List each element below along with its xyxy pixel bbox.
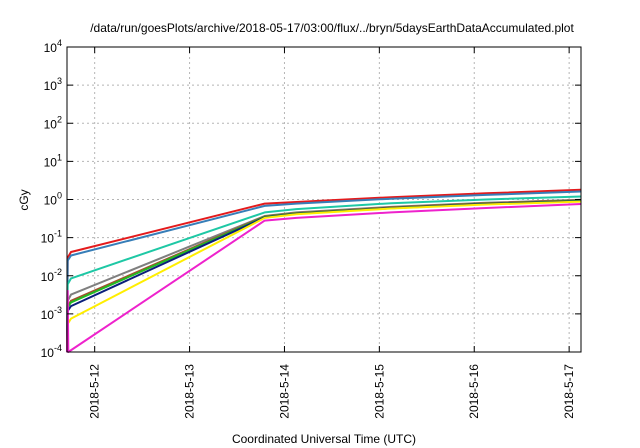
series-line-3 [66, 195, 582, 353]
series-line-9 [66, 203, 582, 353]
x-tick-label: 2018-5-17 [562, 364, 576, 419]
chart-title: /data/run/goesPlots/archive/2018-05-17/0… [90, 21, 574, 35]
y-tick-label: 104 [44, 38, 62, 55]
axis-ticks [67, 46, 581, 353]
y-tick-label: 101 [44, 152, 62, 169]
grid-lines [67, 47, 581, 352]
y-tick-label: 10-1 [41, 229, 62, 246]
x-tick-label: 2018-5-13 [183, 364, 197, 419]
y-tick-label: 10-4 [41, 343, 62, 360]
y-tick-labels: 10-4 10-3 10-2 10-1 100 101 102 103 104 [41, 38, 62, 360]
series-line-7 [66, 200, 582, 353]
x-axis-label: Coordinated Universal Time (UTC) [232, 432, 416, 446]
x-tick-labels: 2018-5-12 2018-5-13 2018-5-14 2018-5-15 2018… [88, 364, 576, 419]
x-tick-label: 2018-5-16 [467, 364, 481, 419]
y-axis-label: cGy [17, 189, 31, 210]
series-line-1 [66, 188, 582, 353]
series-line-8 [66, 200, 582, 353]
series-lines [66, 188, 582, 353]
y-tick-label: 102 [44, 114, 62, 131]
series-line-6 [66, 199, 582, 353]
series-line-2 [66, 190, 582, 353]
y-tick-label: 103 [44, 76, 62, 93]
y-tick-label: 10-2 [41, 267, 62, 284]
x-tick-label: 2018-5-14 [277, 364, 291, 419]
y-tick-label: 10-3 [41, 305, 62, 322]
x-tick-label: 2018-5-12 [88, 364, 102, 419]
y-tick-label: 100 [44, 191, 62, 208]
x-tick-label: 2018-5-15 [372, 364, 386, 419]
